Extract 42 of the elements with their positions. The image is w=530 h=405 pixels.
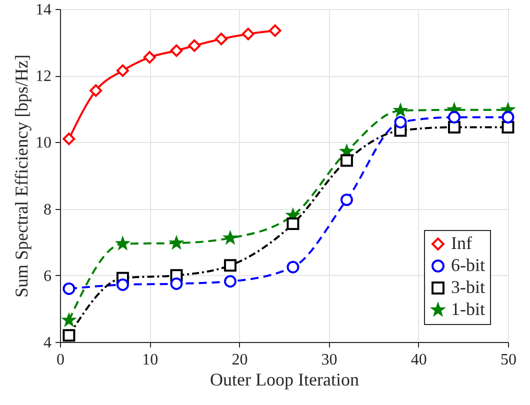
point — [448, 120, 460, 134]
point — [62, 132, 76, 146]
x-tick-label: 50 — [500, 352, 516, 368]
point — [116, 64, 129, 77]
point — [286, 260, 300, 274]
y-axis-title: Sum Spectral Efficiency [bps/Hz] — [12, 54, 32, 298]
point — [502, 110, 514, 124]
point — [188, 39, 201, 52]
x-tick-label: 10 — [142, 352, 158, 368]
legend-label: 6-bit — [451, 255, 485, 275]
point — [143, 51, 156, 64]
x-tick-label: 30 — [321, 352, 338, 368]
point — [268, 24, 282, 37]
point — [170, 44, 183, 57]
point — [242, 28, 254, 40]
x-axis-title: Outer Loop Iteration — [210, 370, 359, 390]
point — [170, 277, 183, 290]
point — [224, 232, 236, 244]
legend-label: 3-bit — [451, 277, 485, 297]
point — [90, 84, 102, 97]
point — [215, 32, 228, 46]
y-tick-label: 10 — [36, 134, 52, 152]
point — [448, 110, 460, 124]
point — [340, 154, 353, 167]
y-tick-label: 12 — [36, 68, 52, 86]
point — [394, 116, 407, 128]
y-tick-label: 6 — [44, 268, 52, 285]
x-tick-label: 40 — [410, 352, 427, 368]
legend-label: 1-bit — [451, 299, 485, 319]
y-tick-label: 14 — [36, 2, 52, 18]
point — [116, 278, 129, 291]
point — [224, 259, 236, 272]
legend-label: Inf — [451, 233, 472, 253]
x-tick-label: 20 — [232, 352, 248, 368]
point — [224, 275, 236, 288]
point — [340, 194, 353, 206]
point — [62, 282, 76, 295]
x-tick-label: 0 — [56, 352, 64, 368]
point — [286, 218, 300, 230]
y-tick-label: 8 — [44, 201, 52, 218]
y-tick-label: 4 — [44, 334, 52, 352]
point — [62, 329, 76, 342]
